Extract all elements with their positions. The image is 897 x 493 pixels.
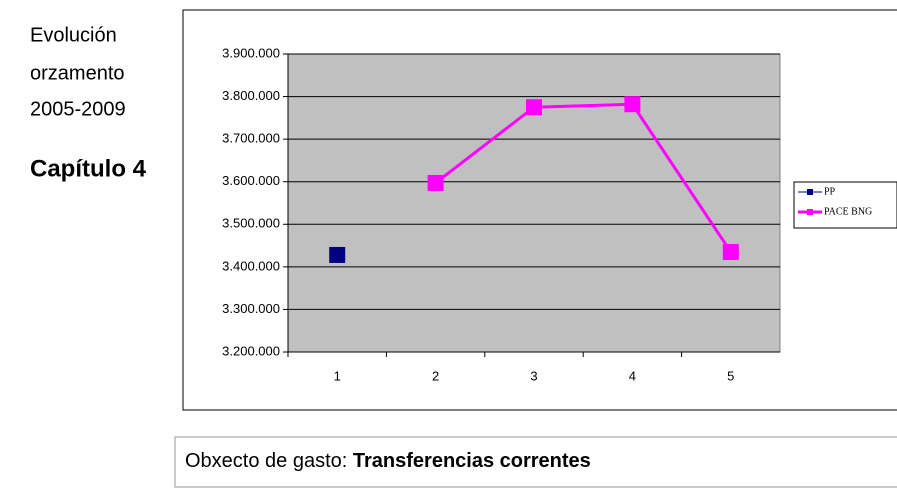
legend-marker [807, 209, 813, 215]
legend-marker [807, 189, 813, 195]
y-tick-label: 3.600.000 [222, 173, 280, 188]
marker [329, 246, 346, 263]
footer-box [174, 436, 897, 488]
y-tick-label: 3.400.000 [222, 258, 280, 273]
sidebar-line: orzamento [30, 62, 125, 84]
y-tick-label: 3.900.000 [222, 45, 280, 60]
plot-area [287, 53, 781, 353]
y-tick-label: 3.800.000 [222, 88, 280, 103]
y-tick-label: 3.200.000 [222, 343, 280, 358]
sidebar-line: Evolución [30, 24, 117, 46]
x-tick-label: 5 [727, 368, 734, 383]
footer-value: Transferencias correntes [353, 450, 591, 472]
x-tick-label: 1 [334, 368, 341, 383]
legend-label: PACE BNG [824, 206, 872, 217]
y-tick-label: 3.500.000 [222, 216, 280, 231]
x-tick-label: 2 [432, 368, 439, 383]
chapter: Capítulo 4 [30, 155, 147, 182]
footer-label: Obxecto de gasto: [185, 450, 347, 472]
y-tick-label: 3.300.000 [222, 301, 280, 316]
series-line [434, 102, 733, 253]
marker [722, 243, 739, 260]
footer-text: Obxecto de gasto: Transferencias corrent… [185, 450, 591, 472]
marker [526, 99, 542, 116]
y-tick-label: 3.700.000 [222, 131, 280, 146]
marker [624, 96, 641, 113]
marker [427, 174, 444, 191]
sidebar-line: 2005-2009 [30, 98, 126, 120]
x-tick-label: 3 [530, 368, 537, 383]
legend-label: PP [824, 186, 836, 197]
x-tick-label: 4 [629, 368, 636, 383]
legend-box [793, 181, 897, 229]
